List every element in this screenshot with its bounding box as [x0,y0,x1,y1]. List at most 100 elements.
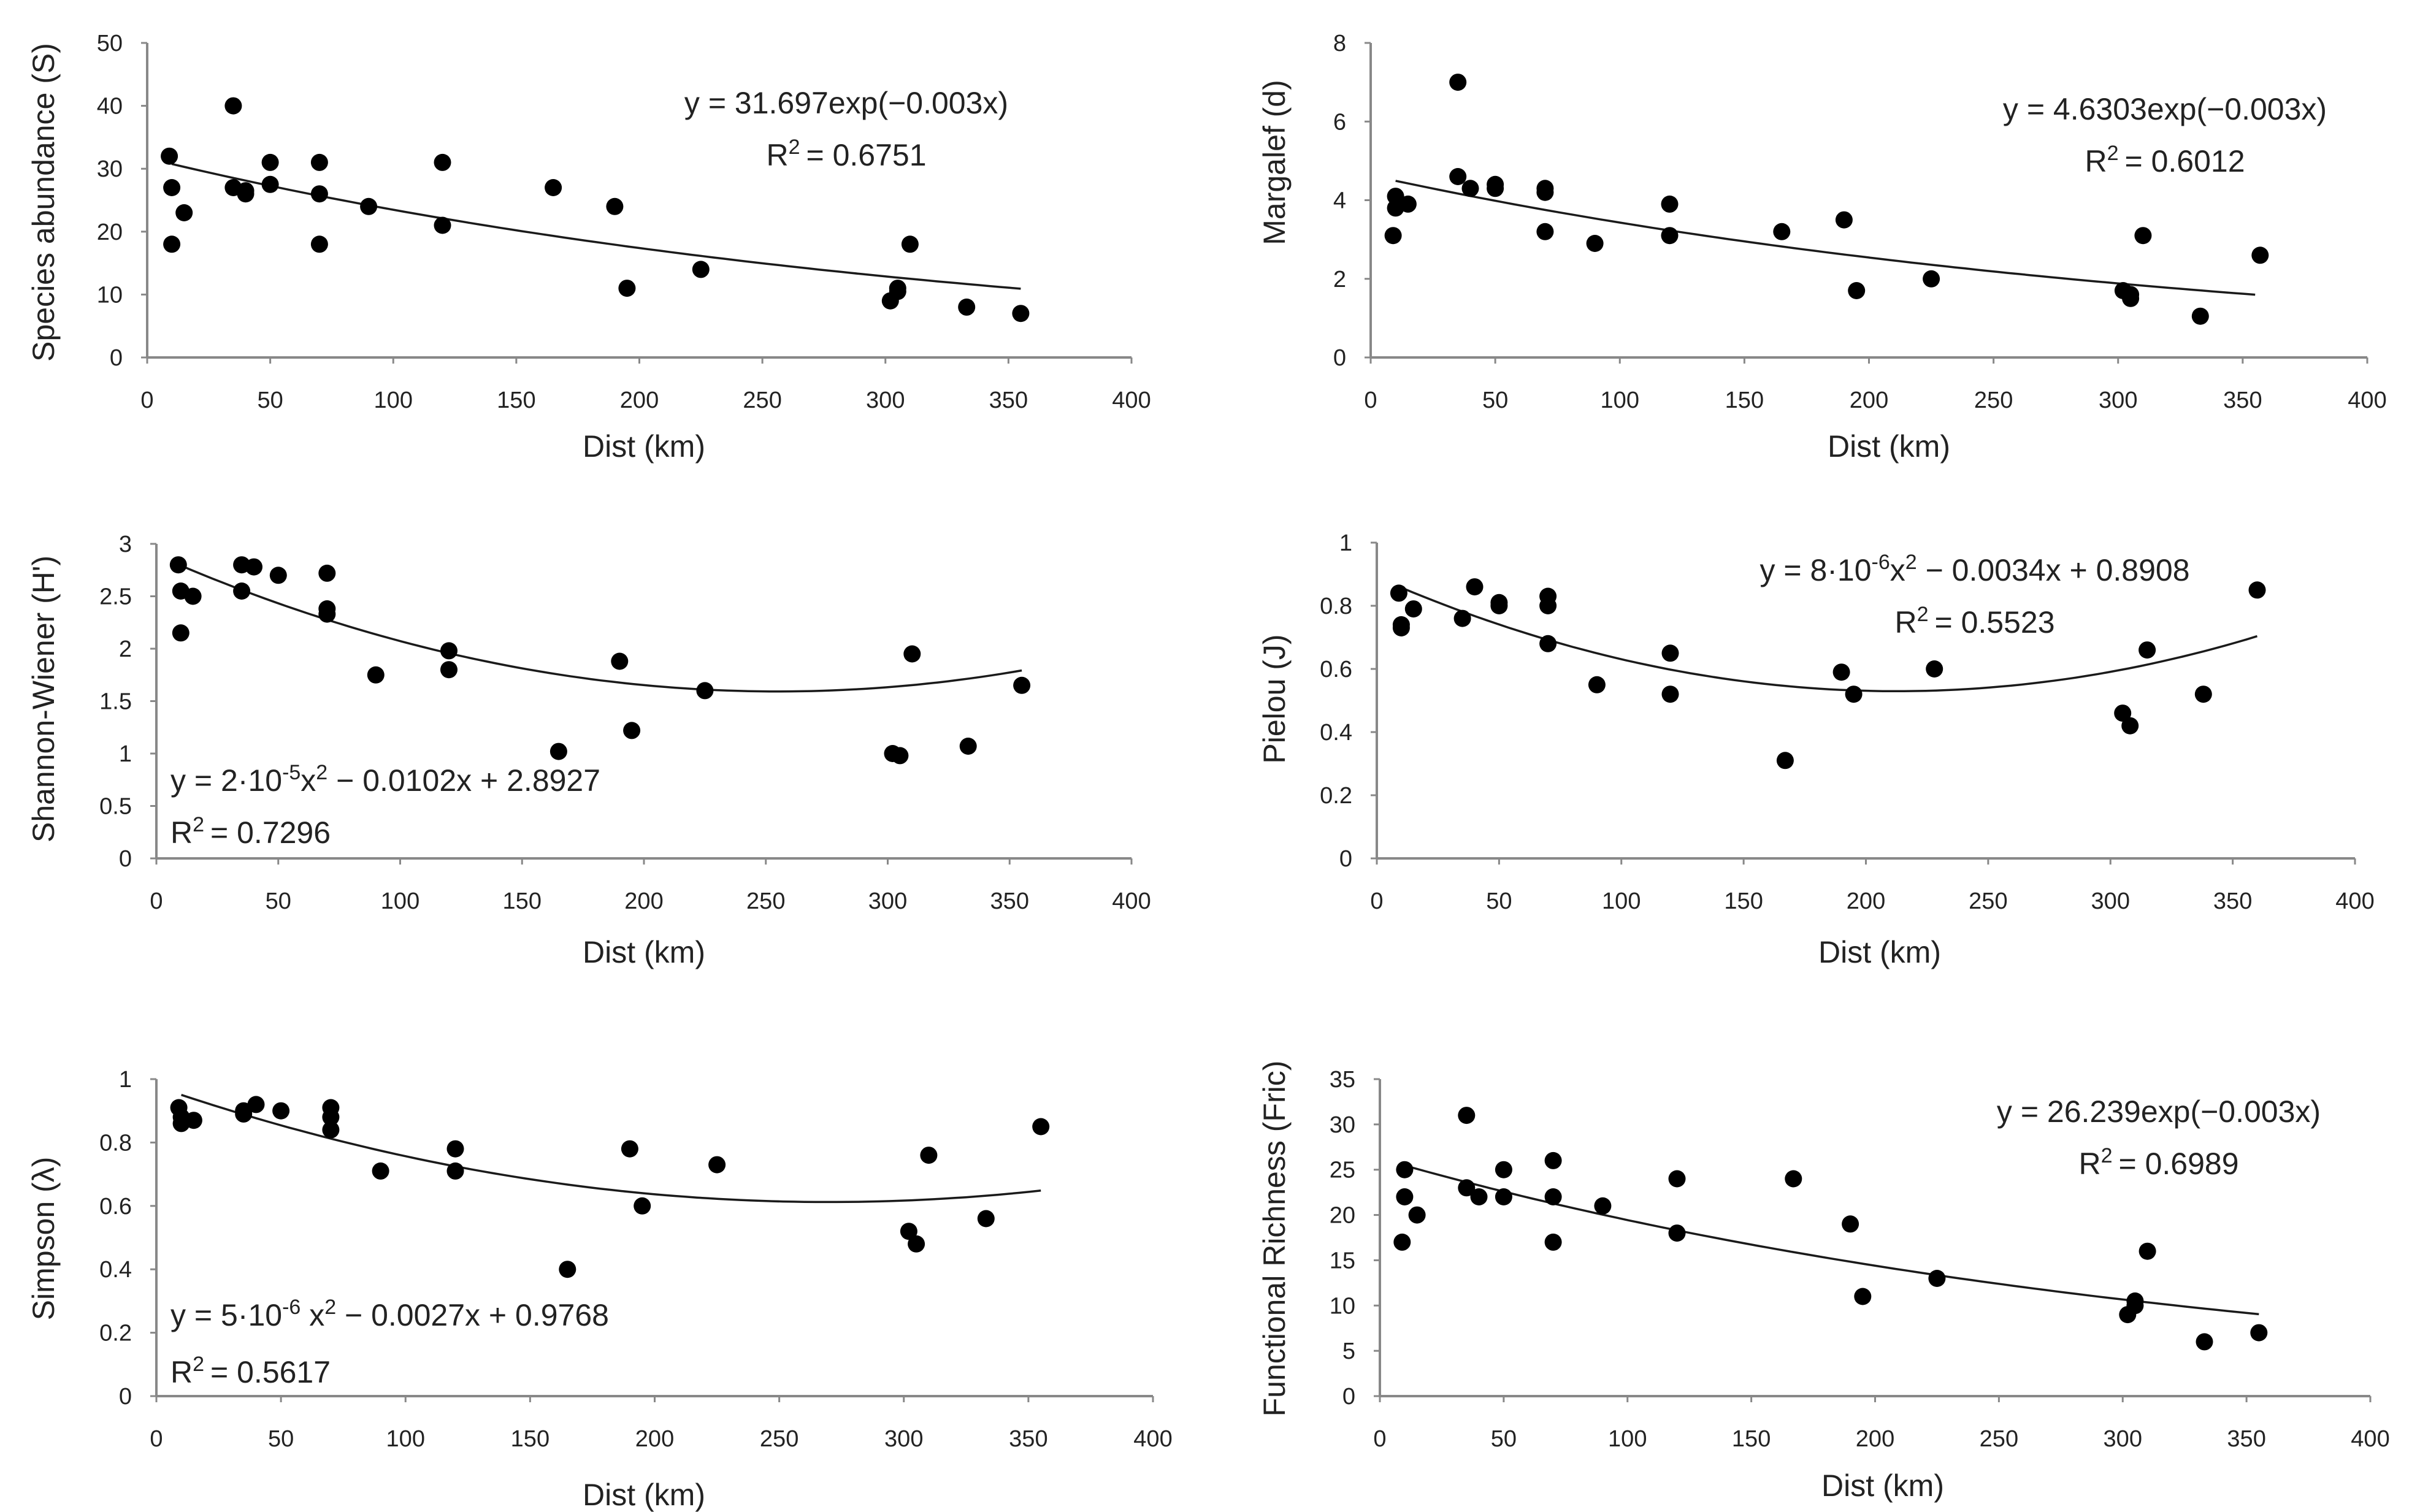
x-tick-label: 0 [1370,888,1383,914]
data-point [889,283,906,300]
data-point [903,645,921,663]
x-tick-label: 400 [1133,1426,1172,1452]
x-tick-label: 200 [1847,888,1885,914]
data-point [235,1105,253,1123]
x-tick-label: 200 [624,888,663,914]
panel-species-abundance: 0 50 100 150 200 250 300 350 400 0 10 20 30 40 50 Dist… [26,31,1151,464]
y-tick-label: 0 [119,846,132,872]
data-point [549,743,567,760]
fit-r-squared: R2 = 0.6751 [766,136,926,172]
fit-equation: y = 8·10-6x2 − 0.0034x + 0.8908 [1759,551,2189,587]
data-point [446,1162,464,1180]
x-tick-label: 200 [1850,388,1888,413]
data-point [1487,180,1504,197]
x-tick-label: 350 [2223,388,2262,413]
data-point [1453,609,1471,627]
y-tick-label: 0.4 [1320,720,1352,746]
x-tick-label: 50 [1482,388,1508,413]
x-tick-label: 250 [743,388,781,413]
data-point [1392,619,1410,636]
x-tick-label: 100 [381,888,419,914]
data-point [1539,635,1557,652]
x-tick-label: 100 [1601,388,1639,413]
data-point [1461,180,1479,197]
x-axis-title: Dist (km) [1828,429,1950,464]
trend-line [1401,586,2258,693]
data-point [163,179,181,196]
data-point [1776,752,1794,769]
data-point [611,652,629,670]
x-tick-label: 100 [374,388,413,413]
data-point [1586,235,1604,252]
data-point [1384,227,1402,245]
y-axis-title: Simpson (λ) [26,1157,61,1321]
data-point [1668,1170,1686,1188]
data-point [1544,1151,1562,1169]
data-point [1536,223,1554,240]
data-point [1544,1188,1562,1205]
data-point [1449,74,1467,91]
trend-line [180,564,1022,693]
x-tick-label: 400 [1112,888,1151,914]
data-point [310,153,328,171]
y-tick-label: 5 [1342,1338,1355,1364]
fit-equation: y = 31.697exp(−0.003x) [684,86,1008,120]
data-point [692,261,710,278]
data-point [621,1140,638,1158]
y-tick-label: 8 [1333,31,1346,56]
data-point [163,235,181,253]
data-point [606,197,624,215]
y-tick-label: 0.6 [1320,657,1352,682]
y-tick-label: 1 [1339,530,1352,556]
data-point [618,280,636,297]
data-point [1399,195,1417,213]
data-point [367,666,385,684]
x-axis-title: Dist (km) [1818,935,1941,969]
x-tick-label: 250 [1980,1426,2018,1452]
y-tick-label: 10 [97,282,123,308]
data-point [1393,1233,1411,1251]
x-tick-label: 300 [884,1426,923,1452]
x-tick-label: 100 [386,1426,425,1452]
y-tick-label: 20 [97,220,123,245]
y-tick-label: 0.2 [99,1321,132,1346]
x-tick-label: 300 [2099,388,2137,413]
data-point [1773,223,1791,240]
data-point [1588,676,1606,693]
x-tick-label: 150 [1732,1426,1771,1452]
y-tick-label: 2 [119,636,132,662]
x-axis-title: Dist (km) [583,429,705,464]
fit-r-squared: R2 = 0.6012 [2085,142,2245,178]
x-tick-label: 150 [503,888,542,914]
data-point [977,1210,995,1228]
data-point [1923,270,1940,288]
data-point [1668,1224,1686,1242]
y-tick-label: 2 [1333,267,1346,292]
data-point [1536,180,1554,197]
data-point [1928,1270,1946,1287]
data-point [1404,600,1422,618]
data-point [261,175,279,193]
data-point [310,185,328,203]
x-tick-label: 0 [150,1426,163,1452]
data-point [185,1112,202,1129]
fit-r-squared: R2 = 0.6989 [2078,1144,2238,1181]
data-point [169,556,187,574]
data-point [545,179,562,196]
data-point [900,1223,917,1240]
x-tick-label: 50 [266,888,291,914]
data-point [1495,1188,1512,1205]
x-tick-label: 50 [1486,888,1512,914]
data-point [1013,676,1031,694]
data-point [161,147,178,165]
data-point [1408,1206,1426,1224]
data-point [1458,1179,1476,1197]
data-point [1495,1161,1512,1178]
data-point [322,1109,340,1126]
trend-line [181,1094,1041,1204]
data-point [1466,578,1484,596]
fit-r-squared: R2 = 0.5523 [1894,603,2054,640]
x-tick-label: 400 [2335,888,2374,914]
data-point [1032,1118,1050,1136]
data-point [269,567,287,584]
